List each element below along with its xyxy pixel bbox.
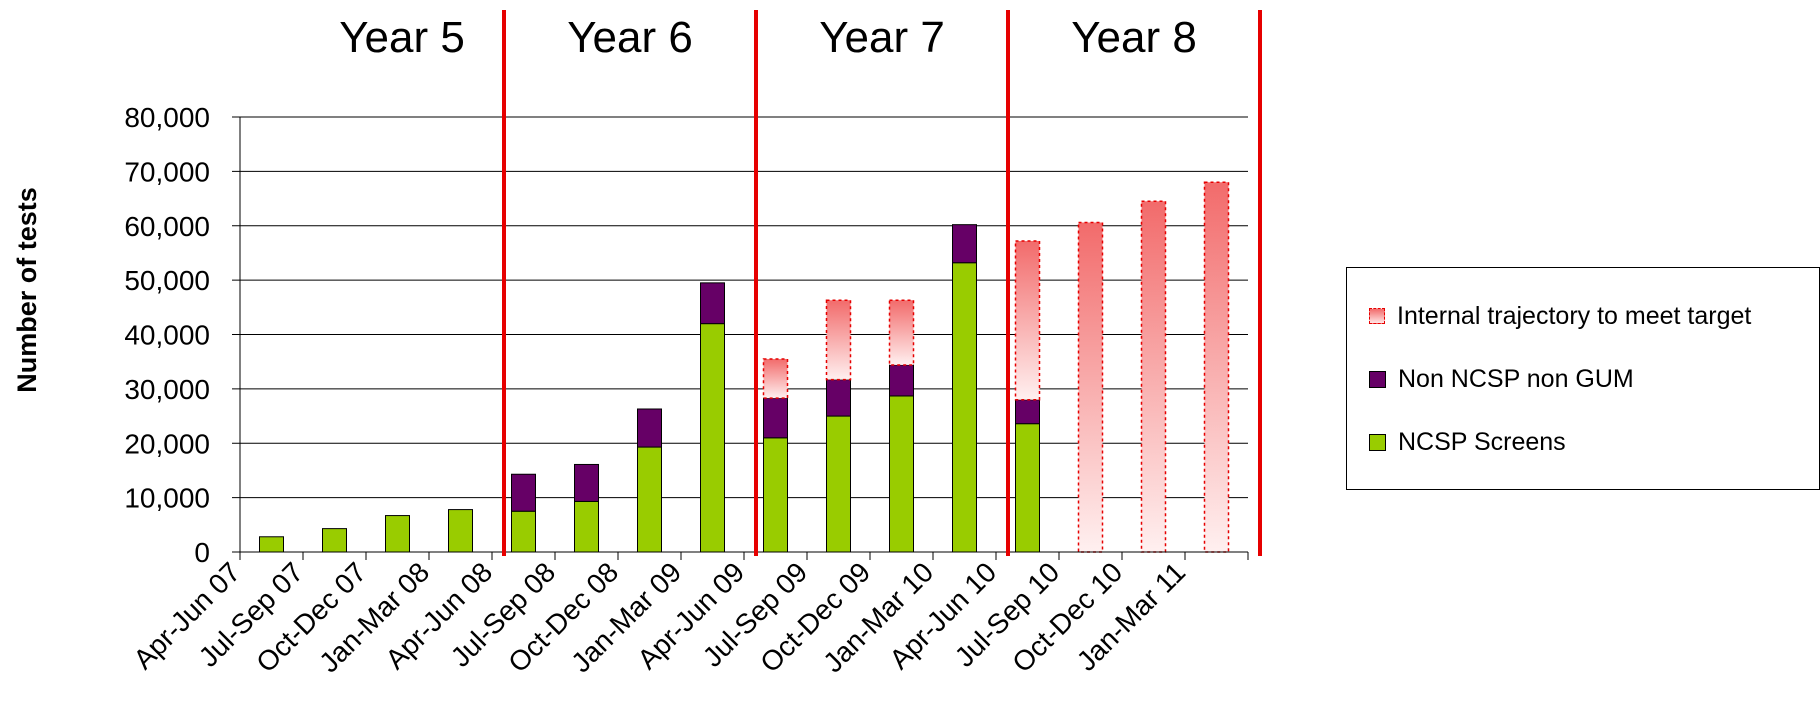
bar-ncsp-screens [952, 262, 977, 553]
legend-item-ncsp: NCSP Screens [1369, 427, 1566, 457]
legend: Internal trajectory to meet target Non N… [1346, 267, 1820, 490]
y-tick-label: 20,000 [124, 428, 210, 459]
bar-ncsp-screens [637, 446, 662, 553]
y-tick-label: 40,000 [124, 320, 210, 351]
bar-non-ncsp-non-gum [700, 282, 725, 325]
bar-non-ncsp-non-gum [826, 379, 851, 417]
y-axis-title: Number of tests [12, 187, 42, 393]
bar-ncsp-screens [385, 515, 410, 553]
legend-item-trajectory: Internal trajectory to meet target [1369, 301, 1751, 331]
legend-swatch-non-ncsp [1369, 370, 1386, 388]
bar-non-ncsp-non-gum [637, 408, 662, 448]
bar-non-ncsp-non-gum [574, 463, 599, 502]
bars [259, 181, 1230, 553]
legend-label-ncsp: NCSP Screens [1398, 427, 1566, 456]
bar-ncsp-screens [1015, 423, 1040, 553]
bar-ncsp-screens [448, 509, 473, 553]
y-tick-label: 50,000 [124, 265, 210, 296]
bar-non-ncsp-non-gum [952, 224, 977, 264]
bar-trajectory [762, 358, 789, 399]
y-tick-label: 10,000 [124, 483, 210, 514]
year-label: Year 5 [339, 13, 465, 62]
y-tick-label: 60,000 [124, 211, 210, 242]
bar-ncsp-screens [763, 437, 788, 553]
bar-ncsp-screens [511, 510, 536, 553]
year-label: Year 7 [819, 13, 945, 62]
bar-ncsp-screens [574, 500, 599, 553]
legend-label-trajectory: Internal trajectory to meet target [1397, 301, 1752, 330]
legend-swatch-ncsp [1369, 433, 1386, 451]
legend-label-non-ncsp: Non NCSP non GUM [1398, 364, 1634, 393]
y-tick-label: 0 [194, 537, 210, 568]
bar-trajectory [1014, 240, 1041, 401]
axes [232, 116, 1249, 560]
bar-ncsp-screens [889, 395, 914, 553]
bar-trajectory [825, 299, 852, 381]
bar-ncsp-screens [826, 415, 851, 553]
y-tick-label: 30,000 [124, 374, 210, 405]
bar-non-ncsp-non-gum [889, 364, 914, 397]
bar-trajectory [888, 299, 915, 366]
legend-item-non-ncsp: Non NCSP non GUM [1369, 364, 1634, 394]
y-tick-label: 80,000 [124, 102, 210, 133]
bar-trajectory [1140, 200, 1167, 553]
year-dividers [502, 10, 1262, 556]
bar-non-ncsp-non-gum [763, 397, 788, 439]
y-tick-label: 70,000 [124, 156, 210, 187]
bar-ncsp-screens [322, 528, 347, 553]
bar-non-ncsp-non-gum [511, 473, 536, 512]
bar-non-ncsp-non-gum [1015, 399, 1040, 425]
bar-trajectory [1077, 221, 1104, 553]
year-label: Year 8 [1071, 13, 1197, 62]
bar-ncsp-screens [259, 536, 284, 553]
bar-ncsp-screens [700, 323, 725, 553]
bar-trajectory [1203, 181, 1230, 553]
gridlines [240, 116, 1248, 499]
year-label: Year 6 [567, 13, 693, 62]
legend-swatch-trajectory [1369, 308, 1385, 324]
